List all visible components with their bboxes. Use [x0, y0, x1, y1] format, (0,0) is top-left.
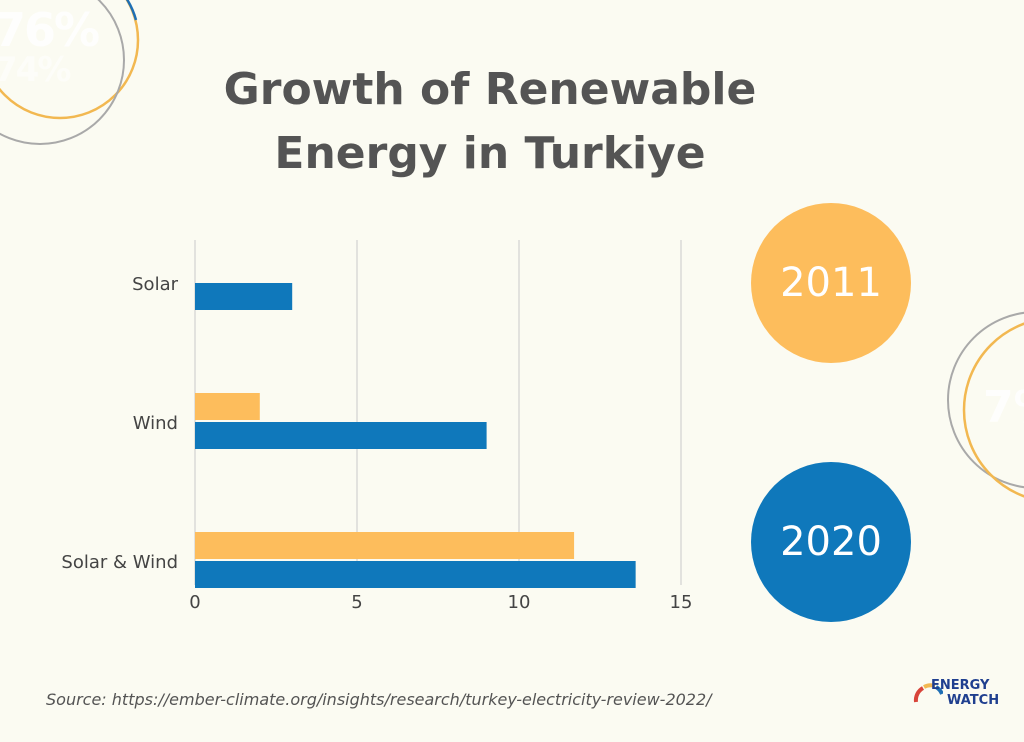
legend-label-2020: 2020: [780, 519, 882, 565]
bar-2020-2: [195, 561, 636, 588]
bar-2011-2: [195, 532, 575, 559]
category-label-0: Solar: [132, 274, 178, 295]
legend-circle-2020: 2020: [751, 462, 911, 622]
category-label-1: Wind: [133, 413, 178, 434]
legend-circle-2011: 2011: [751, 203, 911, 363]
decorative-percent-text-right: 7%: [983, 382, 1024, 433]
bar-2020-0: [195, 283, 293, 310]
legend-label-2011: 2011: [780, 260, 882, 306]
bar-2011-1: [195, 393, 260, 420]
bar-2020-1: [195, 422, 487, 449]
logo-sunburst-icon: [913, 683, 943, 703]
decorative-percent-text: 76% 74%: [0, 3, 100, 90]
logo-text-line-1: ENERGY: [931, 678, 990, 693]
energy-watch-logo: ENERGY WATCH: [913, 676, 1013, 726]
chart-title-line-1: Growth of Renewable: [223, 64, 757, 115]
x-tick-label-5: 5: [351, 592, 362, 613]
x-tick-label-15: 15: [670, 592, 693, 613]
category-label-2: Solar & Wind: [61, 552, 178, 573]
chart-title: Growth of Renewable Energy in Turkiye: [190, 58, 790, 186]
chart-title-line-2: Energy in Turkiye: [274, 128, 706, 179]
x-tick-label-10: 10: [508, 592, 531, 613]
logo-text-line-2: WATCH: [947, 693, 1000, 708]
source-citation: Source: https://ember-climate.org/insigh…: [46, 690, 712, 709]
x-tick-label-0: 0: [189, 592, 200, 613]
